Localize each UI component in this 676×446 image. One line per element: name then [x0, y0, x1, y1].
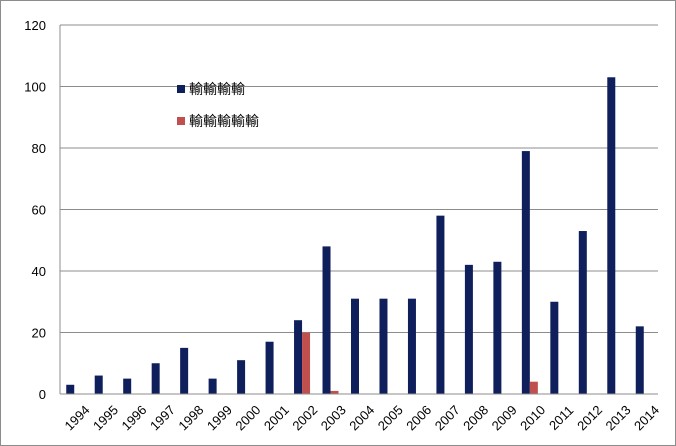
bar-series1-1998 — [180, 347, 189, 394]
x-tick-label: 2010 — [517, 402, 548, 433]
x-tick-label: 2011 — [546, 403, 576, 433]
x-tick-label: 2000 — [232, 402, 263, 433]
bar-series1-1995 — [94, 375, 103, 394]
bar-series1-1996 — [123, 378, 132, 394]
gridlines — [59, 24, 658, 394]
y-tick-label: 60 — [32, 203, 46, 218]
bar-series1-2006 — [407, 298, 416, 394]
y-tick-label: 100 — [24, 80, 46, 95]
x-tick-label: 2004 — [346, 402, 377, 433]
bar-series1-2008 — [464, 264, 473, 394]
x-tick-label: 2003 — [318, 402, 349, 433]
bar-series1-1999 — [208, 378, 217, 394]
y-axis-tick-labels: 0 20 40 60 80 100 120 — [24, 18, 46, 402]
x-tick-label: 2005 — [375, 402, 406, 433]
bar-series1-2000 — [237, 360, 246, 394]
x-tick-label: 1998 — [175, 402, 206, 433]
legend-swatch-series2 — [177, 117, 185, 125]
bar-series1-2009 — [493, 261, 502, 394]
bar-series1-2014 — [635, 326, 644, 394]
bar-series1-2004 — [351, 298, 359, 394]
x-tick-label: 2013 — [603, 402, 634, 433]
x-tick-label: 2014 — [631, 402, 662, 433]
x-tick-label: 1995 — [90, 402, 121, 433]
bar-series1-1994 — [66, 384, 75, 394]
bar-series2-2002 — [302, 332, 311, 394]
y-tick-label: 40 — [32, 264, 46, 279]
bar-series1-2011 — [550, 301, 559, 394]
bar-series1-2012 — [578, 231, 587, 394]
bar-series1-2002 — [294, 320, 303, 394]
bar-series2-2010 — [529, 381, 538, 394]
x-tick-label: 1999 — [204, 402, 235, 433]
legend-label-series1: 輸輸輸輸 — [189, 81, 245, 97]
bar-series1-2005 — [379, 298, 388, 394]
bar-series1-1997 — [151, 363, 160, 394]
y-tick-label: 120 — [24, 18, 46, 33]
x-tick-label: 1996 — [118, 402, 149, 433]
x-tick-label: 2012 — [574, 402, 605, 433]
y-tick-label: 80 — [32, 141, 46, 156]
x-tick-label: 2009 — [489, 402, 520, 433]
bar-series1-2007 — [436, 215, 445, 394]
x-tick-label: 1994 — [62, 402, 93, 433]
x-tick-label: 2006 — [403, 402, 434, 433]
bar-series1-2010 — [521, 151, 530, 394]
bar-series1-2013 — [607, 77, 616, 395]
x-tick-label: 1997 — [147, 402, 178, 433]
bar-series2-2003 — [330, 390, 339, 394]
x-tick-label: 2001 — [261, 402, 292, 433]
bars — [66, 77, 644, 395]
x-tick-label: 2007 — [432, 402, 463, 433]
y-tick-label: 0 — [39, 387, 46, 402]
x-tick-label: 2002 — [289, 402, 320, 433]
bar-series1-2001 — [265, 341, 274, 394]
y-tick-label: 20 — [32, 326, 46, 341]
bar-series1-2003 — [322, 246, 331, 394]
x-axis-tick-labels: 1994199519961997199819992000200120022003… — [62, 402, 663, 433]
legend-swatch-series1 — [177, 85, 185, 93]
x-tick-label: 2008 — [460, 402, 491, 433]
legend-label-series2: 輸輸輸輸輸 — [189, 113, 259, 129]
